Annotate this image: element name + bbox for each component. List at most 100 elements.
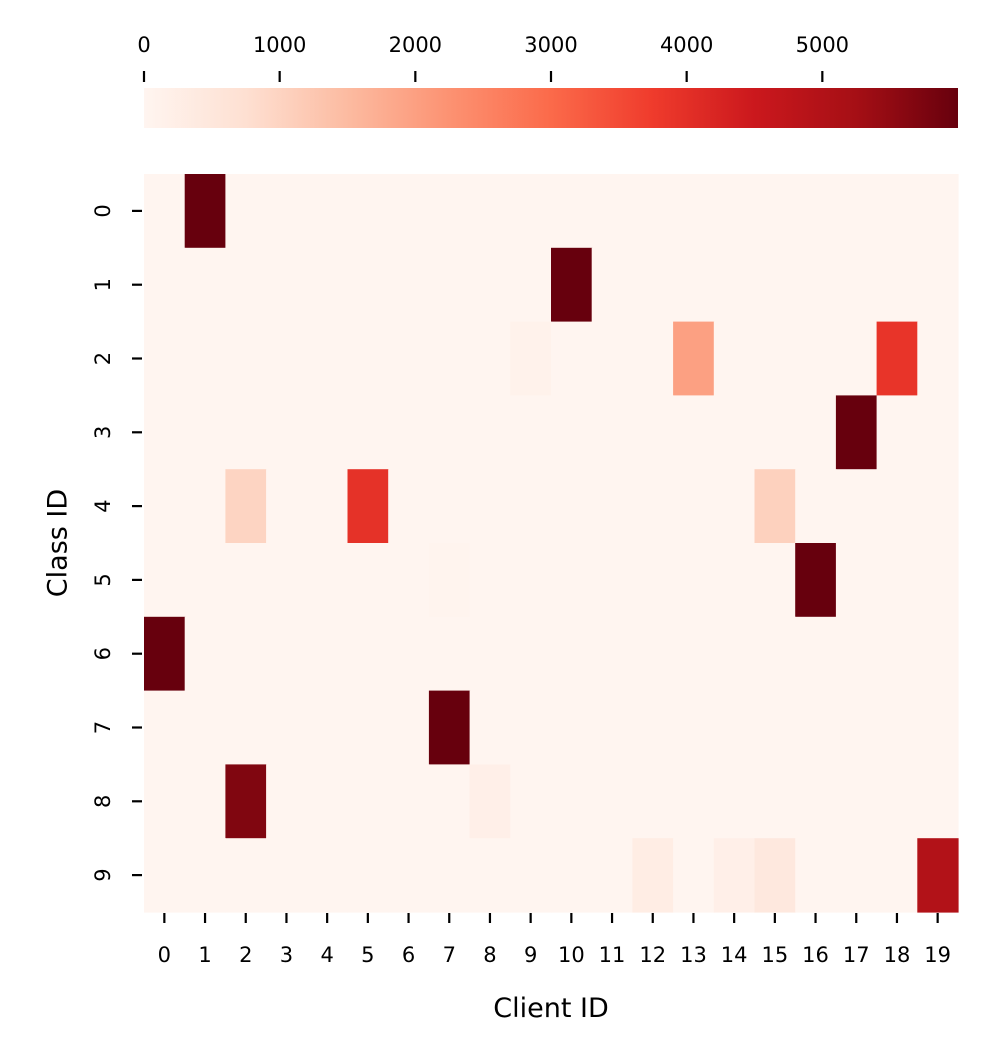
- heatmap-cell: [510, 838, 552, 913]
- x-tick-label: 19: [924, 943, 951, 967]
- heatmap-cell: [428, 616, 471, 692]
- y-tick-label: 6: [91, 647, 115, 660]
- colorbar-tick-label: 2000: [389, 33, 442, 57]
- heatmap-cell: [347, 469, 389, 544]
- heatmap-cell: [184, 247, 226, 323]
- heatmap-cells: [144, 174, 959, 913]
- colorbar-tick-label: 4000: [660, 33, 713, 57]
- heatmap-cell: [388, 395, 430, 470]
- heatmap-cell: [184, 838, 226, 913]
- heatmap-cell: [835, 247, 878, 323]
- heatmap-cell: [835, 543, 878, 618]
- heatmap-cell: [347, 543, 389, 618]
- heatmap-cell: [510, 247, 552, 323]
- heatmap-cell: [510, 764, 552, 839]
- x-tick-label: 16: [802, 943, 829, 967]
- y-axis-label: Class ID: [43, 489, 74, 597]
- heatmap-cell: [144, 174, 186, 249]
- heatmap-cell: [754, 174, 796, 249]
- x-tick-label: 17: [843, 943, 870, 967]
- heatmap-cell: [713, 321, 756, 396]
- heatmap-cell: [144, 764, 186, 839]
- heatmap-cell: [266, 543, 308, 618]
- heatmap-cell: [917, 395, 959, 470]
- heatmap-cell: [835, 838, 878, 913]
- heatmap-cell: [266, 247, 308, 323]
- heatmap-cell: [347, 690, 389, 765]
- heatmap-cell: [632, 690, 674, 765]
- heatmap-cell: [510, 174, 552, 249]
- heatmap-cell: [347, 321, 389, 396]
- heatmap-cell: [795, 838, 837, 913]
- colorbar-ticks: 0 1000 2000 3000 4000 5000: [137, 33, 849, 82]
- x-tick-label: 8: [483, 943, 496, 967]
- heatmap-cell: [795, 543, 837, 618]
- heatmap-cell: [306, 616, 349, 692]
- heatmap-cell: [388, 616, 430, 692]
- heatmap-cell: [713, 174, 756, 249]
- heatmap-cell: [835, 690, 878, 765]
- y-tick-label: 5: [91, 573, 115, 586]
- heatmap-cell: [347, 174, 389, 249]
- heatmap-cell: [754, 469, 796, 544]
- heatmap-cell: [835, 616, 878, 692]
- heatmap-cell: [428, 174, 471, 249]
- heatmap-cell: [184, 543, 226, 618]
- heatmap-cell: [510, 543, 552, 618]
- heatmap-cell: [673, 174, 715, 249]
- heatmap-cell: [428, 395, 471, 470]
- heatmap-cell: [632, 764, 674, 839]
- heatmap-cell: [184, 616, 226, 692]
- heatmap-cell: [591, 395, 633, 470]
- heatmap-cell: [754, 764, 796, 839]
- heatmap-cell: [591, 469, 633, 544]
- heatmap-cell: [144, 838, 186, 913]
- heatmap-cell: [144, 247, 186, 323]
- heatmap-cell: [795, 247, 837, 323]
- heatmap-cell: [184, 469, 226, 544]
- heatmap-cell: [591, 690, 633, 765]
- heatmap-cell: [551, 764, 593, 839]
- heatmap-cell: [713, 690, 756, 765]
- colorbar-tick-label: 3000: [524, 33, 577, 57]
- heatmap-cell: [184, 764, 226, 839]
- colorbar-tick-label: 0: [137, 33, 150, 57]
- heatmap-cell: [266, 469, 308, 544]
- heatmap-cell: [306, 321, 349, 396]
- heatmap-cell: [835, 469, 878, 544]
- y-tick-label: 7: [91, 721, 115, 734]
- heatmap-cell: [225, 543, 267, 618]
- heatmap-cell: [551, 838, 593, 913]
- heatmap-cell: [754, 616, 796, 692]
- heatmap-cell: [225, 395, 267, 470]
- heatmap-cell: [632, 469, 674, 544]
- heatmap-cell: [876, 247, 918, 323]
- heatmap-cell: [347, 395, 389, 470]
- heatmap-cell: [266, 321, 308, 396]
- heatmap-cell: [469, 764, 511, 839]
- heatmap-cell: [184, 174, 226, 249]
- heatmap-cell: [591, 247, 633, 323]
- heatmap-cell: [876, 838, 918, 913]
- heatmap-cell: [795, 469, 837, 544]
- heatmap-cell: [754, 690, 796, 765]
- x-tick-label: 2: [239, 943, 252, 967]
- heatmap-cell: [795, 321, 837, 396]
- heatmap-cell: [795, 616, 837, 692]
- heatmap-cell: [551, 247, 593, 323]
- heatmap-cell: [917, 690, 959, 765]
- x-axis-label: Client ID: [493, 993, 609, 1024]
- heatmap-cell: [917, 764, 959, 839]
- heatmap-cell: [347, 838, 389, 913]
- x-tick-label: 6: [402, 943, 415, 967]
- heatmap-cell: [225, 321, 267, 396]
- heatmap-cell: [388, 690, 430, 765]
- heatmap-cell: [713, 616, 756, 692]
- heatmap-cell: [144, 395, 186, 470]
- heatmap-cell: [469, 838, 511, 913]
- heatmap-cell: [388, 838, 430, 913]
- heatmap-cell: [469, 321, 511, 396]
- heatmap-cell: [876, 469, 918, 544]
- heatmap-cell: [225, 174, 267, 249]
- heatmap-cell: [551, 543, 593, 618]
